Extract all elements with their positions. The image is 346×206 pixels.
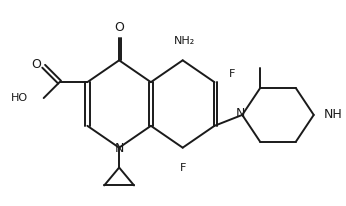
Text: N: N — [115, 142, 124, 155]
Text: NH₂: NH₂ — [174, 36, 195, 46]
Text: F: F — [229, 69, 236, 79]
Text: O: O — [31, 58, 41, 71]
Text: HO: HO — [11, 93, 28, 103]
Text: O: O — [114, 21, 124, 34]
Text: N: N — [236, 107, 245, 121]
Text: NH: NH — [324, 108, 343, 121]
Text: F: F — [180, 163, 186, 173]
